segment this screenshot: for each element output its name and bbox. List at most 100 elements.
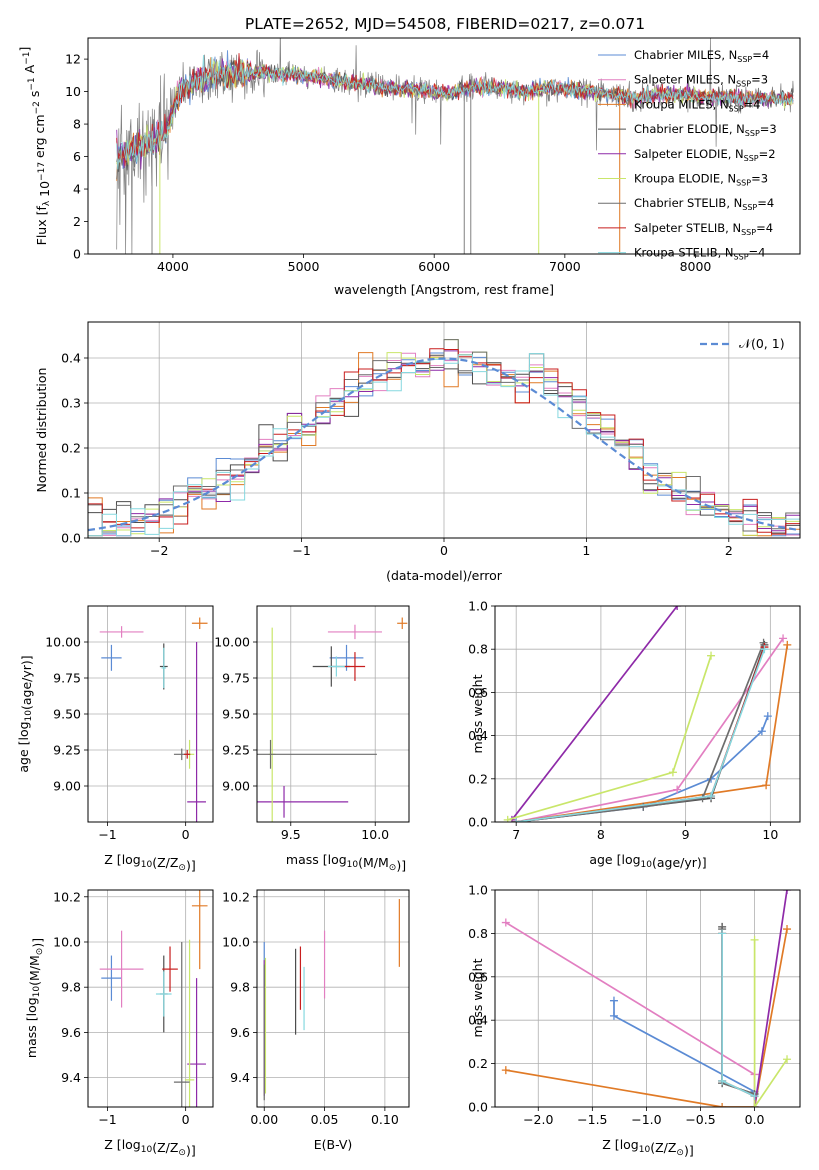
x-tick-label: 4000 xyxy=(157,259,189,274)
errorbar-point xyxy=(257,786,349,818)
plot-area xyxy=(99,617,208,822)
series-marker xyxy=(762,781,771,790)
axes-frame xyxy=(494,605,801,823)
errorbar-point xyxy=(191,617,208,630)
series-marker xyxy=(707,651,716,660)
y-tick-label: 6 xyxy=(73,149,81,164)
series-marker xyxy=(718,1076,727,1085)
y-tick-label: 12 xyxy=(65,52,81,67)
histogram-steps xyxy=(88,352,800,537)
x-tick-label: 0 xyxy=(182,827,190,842)
y-tick-label: 0.2 xyxy=(468,1056,488,1071)
y-tick-label: 0.4 xyxy=(468,1013,488,1028)
legend: Chabrier MILES, NSSP=4 Salpeter MILES, NS… xyxy=(598,48,777,262)
series-line xyxy=(721,926,755,1095)
series-marker xyxy=(501,918,510,927)
plot-area xyxy=(257,617,408,822)
y-tick-label: 10.0 xyxy=(53,934,81,949)
plot-area xyxy=(88,339,800,537)
x-axis-label: Z [log10(Z/Z⊙)] xyxy=(602,1137,693,1158)
legend-entry: Chabrier ELODIE, NSSP=3 xyxy=(634,122,777,138)
errorbar-point xyxy=(101,955,122,1001)
histogram-steps xyxy=(88,353,800,537)
series-marker xyxy=(673,785,682,794)
y-tick-label: 9.25 xyxy=(222,743,250,758)
y-tick-label: 0.0 xyxy=(61,531,81,546)
series-marker xyxy=(783,890,792,894)
series-marker xyxy=(707,792,716,801)
series-marker xyxy=(609,996,618,1005)
x-tick-label: 6000 xyxy=(418,259,450,274)
y-tick-label: 0.4 xyxy=(61,351,81,366)
errorbar-point xyxy=(101,644,122,671)
series-marker xyxy=(673,606,682,610)
y-tick-label: 0.1 xyxy=(61,486,81,501)
plot-area xyxy=(99,890,208,1107)
x-tick-label: 10 xyxy=(762,827,778,842)
errorbar-point xyxy=(162,946,178,992)
x-tick-label: 5000 xyxy=(288,259,320,274)
chart-ebv-mass: 0.00 0.05 0.10 9.4 9.6 9.8 10.0 10.2 E(B-V) xyxy=(222,889,410,1152)
x-axis-label: Z [log10(Z/Z⊙)] xyxy=(104,852,195,873)
errorbar-point xyxy=(99,626,144,638)
y-tick-label: 10 xyxy=(65,84,81,99)
x-tick-label: −2.0 xyxy=(523,1112,553,1127)
series-marker xyxy=(609,1011,618,1020)
x-tick-label: 0.10 xyxy=(371,1112,399,1127)
y-tick-label: 0.2 xyxy=(61,441,81,456)
series-line xyxy=(516,642,765,822)
y-tick-label: 10.00 xyxy=(45,635,81,650)
axes-frame xyxy=(494,889,801,1108)
x-axis-label: mass [log10(M/M⊙)] xyxy=(286,852,406,873)
plot-area xyxy=(503,606,792,822)
series-line xyxy=(753,890,788,1107)
x-axis-label: (data-model)/error xyxy=(386,568,503,583)
x-tick-label: 8000 xyxy=(680,259,712,274)
x-tick-label: 1 xyxy=(582,543,590,558)
legend-entry: Salpeter STELIB, NSSP=4 xyxy=(634,221,773,237)
legend-entry: Chabrier STELIB, NSSP=4 xyxy=(634,196,774,212)
y-tick-label: 9.50 xyxy=(222,707,250,722)
x-axis-label: age [log10(age/yr)] xyxy=(589,852,706,870)
y-tick-label: 9.4 xyxy=(230,1070,250,1085)
series-marker xyxy=(718,1103,727,1107)
axes-frame xyxy=(87,889,214,1108)
legend-entry: 𝒩(0, 1) xyxy=(739,336,785,351)
errorbar-point xyxy=(257,739,377,769)
y-tick-label: 9.75 xyxy=(222,671,250,686)
chart-residuals: −2 −1 0 1 2 0.0 0.1 0.2 0.3 0.4 (data-model)/error… xyxy=(34,321,801,583)
errorbar-point xyxy=(184,939,195,1107)
series-marker xyxy=(639,802,648,811)
spectrum-model-line xyxy=(116,54,794,170)
y-tick-label: 0.3 xyxy=(61,396,81,411)
y-tick-label: 0.6 xyxy=(468,969,488,984)
errorbar-point xyxy=(344,652,366,681)
figure-title: PLATE=2652, MJD=54508, FIBERID=0217, z=0… xyxy=(245,15,645,33)
x-tick-label: 7 xyxy=(512,827,520,842)
series-marker xyxy=(759,638,768,647)
x-tick-label: 9.5 xyxy=(281,827,301,842)
chart-mass-age: 9.5 10.0 9.00 9.25 9.50 9.75 10.00 mass [log10(… xyxy=(214,605,410,873)
y-tick-label: 0.8 xyxy=(468,642,488,657)
y-tick-label: 0 xyxy=(73,247,81,262)
x-tick-label: 2 xyxy=(725,543,733,558)
x-tick-label: 0 xyxy=(182,1112,190,1127)
x-tick-label: −2 xyxy=(150,543,168,558)
chart-spectrum: 4000 5000 6000 7000 8000 0 2 4 6 8 10 12 wavelength … xyxy=(17,37,801,297)
x-tick-label: −1 xyxy=(98,827,116,842)
errorbar-point xyxy=(155,971,172,1017)
series-marker xyxy=(783,1055,792,1064)
y-tick-label: 0.6 xyxy=(468,685,488,700)
errorbar-point xyxy=(187,642,206,822)
series-marker xyxy=(783,925,792,934)
x-tick-label: −1 xyxy=(292,543,310,558)
y-tick-label: 10.0 xyxy=(222,934,250,949)
legend-entry: Salpeter MILES, NSSP=3 xyxy=(634,73,768,89)
legend-entry: Kroupa MILES, NSSP=4 xyxy=(634,97,760,113)
y-tick-label: 10.2 xyxy=(53,889,81,904)
y-tick-label: 9.4 xyxy=(61,1070,81,1085)
legend-entry: Kroupa STELIB, NSSP=4 xyxy=(634,246,765,262)
histogram-steps xyxy=(88,348,800,535)
x-tick-label: 0 xyxy=(440,543,448,558)
